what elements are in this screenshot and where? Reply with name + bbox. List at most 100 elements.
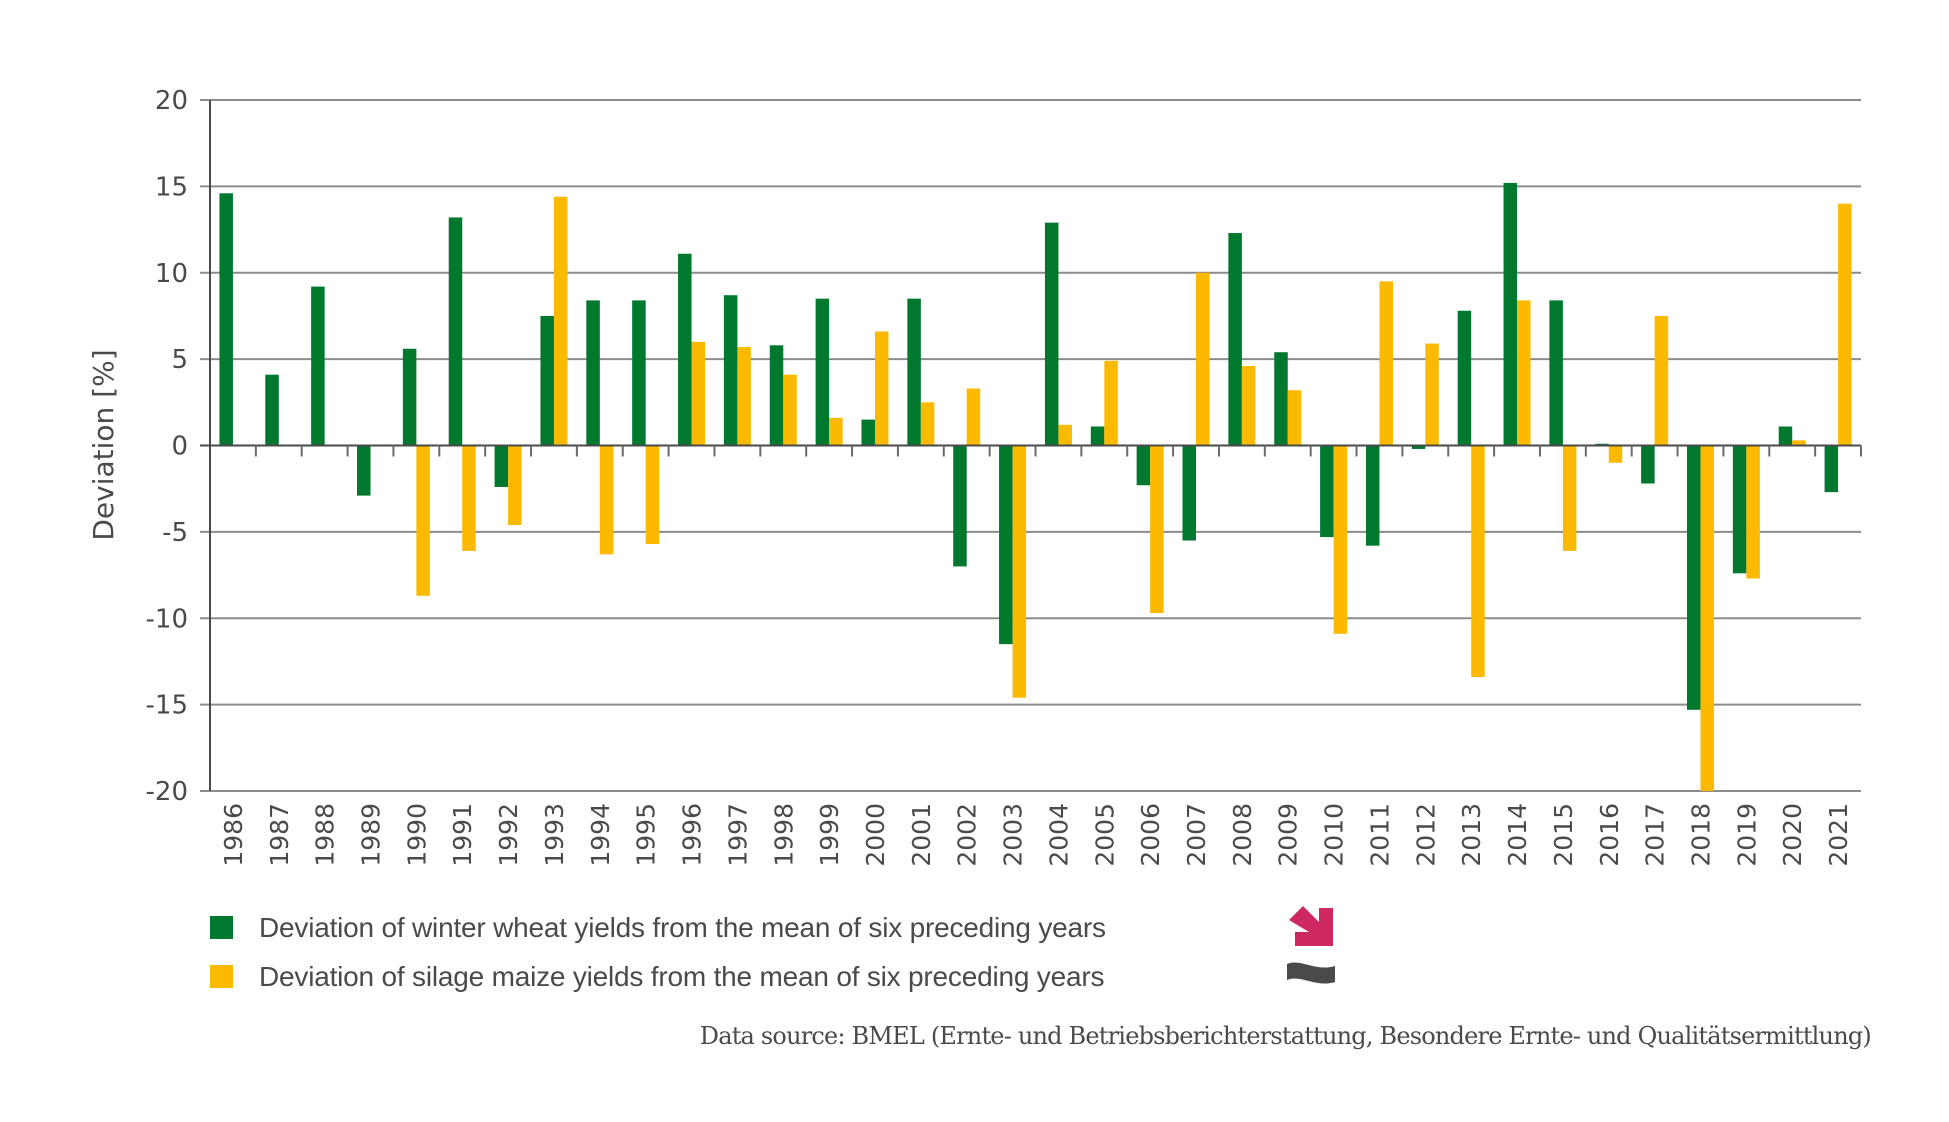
- bar-wheat-1989: [357, 445, 371, 496]
- bar-wheat-2013: [1457, 310, 1472, 446]
- legend-swatch-wheat: [210, 916, 233, 939]
- x-tick-label: 2002: [953, 803, 982, 867]
- y-tick-label: 10: [155, 259, 188, 289]
- bar-wheat-2003: [999, 445, 1013, 645]
- bar-wheat-2015: [1549, 300, 1563, 446]
- bar-maize-1996: [691, 341, 706, 446]
- bar-wheat-1995: [632, 300, 646, 446]
- bar-maize-2003: [1012, 445, 1027, 698]
- y-tick-label: -20: [146, 777, 188, 807]
- x-tick-label: 2014: [1503, 803, 1532, 867]
- bar-wheat-1988: [311, 286, 325, 446]
- x-tick-label: 2018: [1686, 803, 1715, 867]
- legend-item-maize: Deviation of silage maize yields from th…: [210, 952, 1106, 1001]
- bar-maize-2007: [1196, 272, 1210, 446]
- arrow-down-right-icon: [1289, 906, 1333, 946]
- bar-maize-2021: [1838, 203, 1852, 446]
- bar-maize-2010: [1333, 445, 1348, 634]
- gridlines: [200, 99, 1861, 792]
- bar-maize-2002: [966, 388, 981, 446]
- bar-wheat-2010: [1320, 445, 1334, 538]
- bar-maize-1998: [783, 374, 797, 446]
- x-tick-label: 2001: [907, 803, 936, 867]
- x-tick-label: 1986: [219, 803, 248, 867]
- bar-wheat-2000: [861, 419, 875, 446]
- bar-wheat-1992: [494, 445, 509, 487]
- bar-maize-1991: [462, 445, 476, 551]
- legend-label-wheat: Deviation of winter wheat yields from th…: [259, 911, 1106, 943]
- x-tick-label: 1989: [357, 803, 386, 867]
- axes: [200, 100, 1862, 791]
- bar-maize-2006: [1150, 445, 1164, 614]
- y-tick-label: -10: [146, 604, 188, 634]
- x-tick-label: 2009: [1274, 803, 1303, 867]
- bar-maize-1995: [645, 445, 660, 544]
- x-tick-labels: 1986 1987 1988 1989 1990 1991 1992 1993 1994 1995…: [219, 803, 1853, 867]
- x-tick-label: 1995: [632, 803, 661, 867]
- bar-maize-2005: [1104, 360, 1118, 446]
- x-tick-label: 2008: [1228, 803, 1257, 867]
- data-source-note: Data source: BMEL (Ernte- und Betriebsbe…: [699, 1022, 1872, 1050]
- y-tick-label: 20: [155, 86, 188, 116]
- bar-wheat-2019: [1732, 445, 1747, 574]
- x-tick-label: 2000: [861, 803, 890, 867]
- bar-wheat-2008: [1228, 233, 1242, 446]
- bar-maize-1993: [553, 196, 568, 446]
- bar-maize-2012: [1425, 343, 1439, 446]
- bar-maize-2014: [1517, 300, 1531, 446]
- bar-wheat-1987: [265, 374, 279, 446]
- bar-wheat-2020: [1778, 426, 1793, 446]
- x-tick-label: 2021: [1824, 803, 1853, 867]
- bar-wheat-1996: [678, 253, 692, 446]
- bar-maize-2004: [1058, 424, 1072, 446]
- x-tick-label: 2007: [1182, 803, 1211, 867]
- bar-wheat-2011: [1365, 445, 1380, 546]
- bar-wheat-2018: [1686, 445, 1701, 710]
- bar-maize-2015: [1562, 445, 1577, 551]
- bar-wheat-1994: [586, 300, 600, 446]
- bar-wheat-2002: [953, 445, 967, 567]
- x-tick-label: 2012: [1411, 803, 1440, 867]
- legend-label-maize: Deviation of silage maize yields from th…: [259, 960, 1105, 992]
- y-tick-label: 5: [171, 345, 188, 375]
- x-tick-label: 2004: [1044, 803, 1073, 867]
- bars: [219, 182, 1852, 791]
- y-tick-labels: 20 15 10 5 0 -5 -10 -15 -20: [146, 86, 188, 807]
- bar-wheat-1986: [219, 193, 233, 446]
- y-tick-label: -5: [162, 518, 188, 548]
- x-tick-label: 1992: [494, 803, 523, 867]
- x-tick-label: 2011: [1365, 803, 1394, 867]
- bar-maize-2008: [1241, 366, 1256, 446]
- x-tick-label: 2019: [1732, 803, 1761, 867]
- bar-maize-2020: [1792, 440, 1806, 446]
- x-tick-label: 1991: [448, 803, 477, 867]
- x-tick-label: 1990: [402, 803, 431, 867]
- x-tick-label: 2013: [1457, 803, 1486, 867]
- bar-wheat-1997: [723, 295, 738, 446]
- y-axis-title: Deviation [%]: [87, 349, 120, 540]
- x-tick-label: 1987: [265, 803, 294, 867]
- x-tick-label: 1993: [540, 803, 569, 867]
- bar-wheat-1991: [448, 217, 463, 446]
- bar-wheat-2005: [1090, 426, 1105, 446]
- x-tick-label: 2015: [1549, 803, 1578, 867]
- y-tick-label: 15: [155, 172, 188, 202]
- bar-maize-1992: [508, 445, 522, 525]
- bar-maize-2017: [1654, 315, 1669, 446]
- x-tick-label: 2020: [1778, 803, 1807, 867]
- x-tick-label: 1994: [586, 803, 615, 867]
- bar-maize-2019: [1746, 445, 1760, 579]
- y-tick-label: 0: [171, 432, 188, 462]
- bar-maize-1994: [599, 445, 614, 555]
- bar-maize-2018: [1700, 445, 1714, 791]
- bar-wheat-2012: [1411, 445, 1426, 449]
- y-tick-label: -15: [146, 691, 188, 721]
- x-tick-label: 1988: [311, 803, 340, 867]
- bar-maize-2000: [874, 331, 889, 446]
- bar-maize-1990: [416, 445, 430, 596]
- bar-maize-2016: [1608, 445, 1623, 463]
- x-tick-label: 2010: [1320, 803, 1349, 867]
- legend-swatch-maize: [210, 965, 233, 988]
- bar-wheat-1999: [815, 298, 830, 446]
- x-tick-label: 1998: [769, 803, 798, 867]
